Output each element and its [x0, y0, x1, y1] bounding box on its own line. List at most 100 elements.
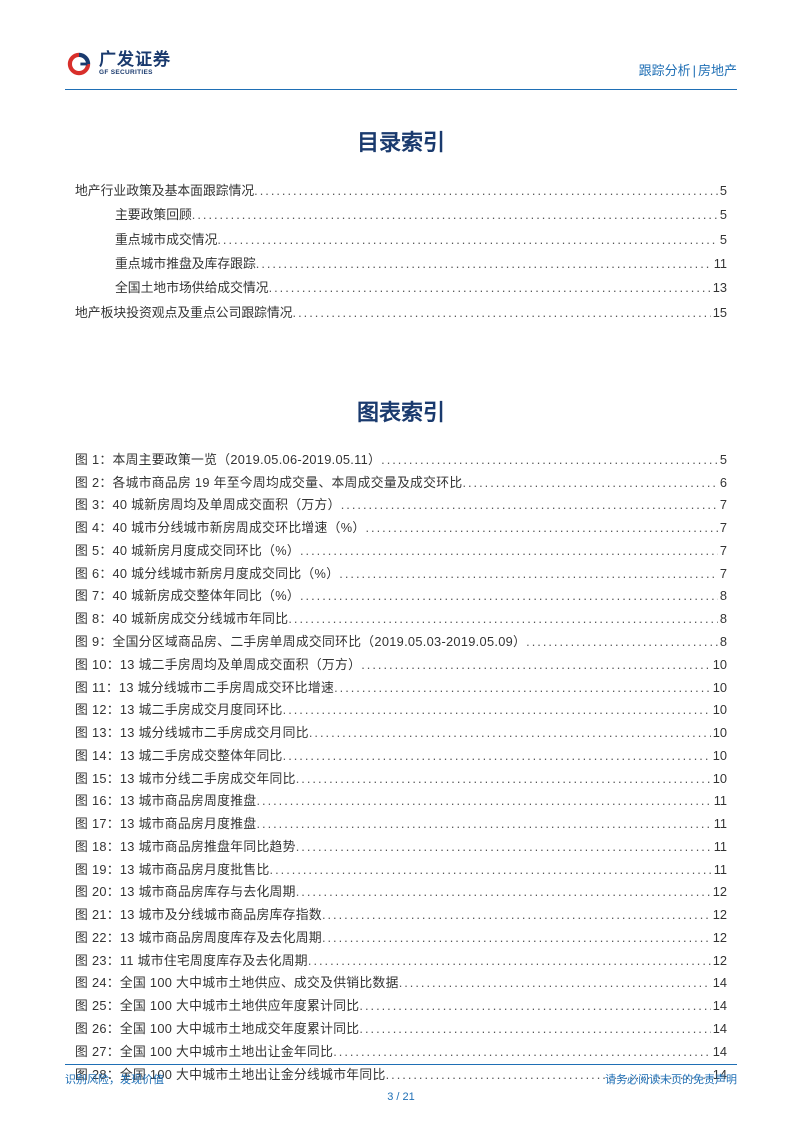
figure-index-entry[interactable]: 图 24：全国 100 大中城市土地供应、成交及供销比数据14 [75, 972, 727, 995]
separator-bar: | [693, 63, 696, 78]
toc-entry[interactable]: 重点城市推盘及库存跟踪11 [75, 252, 727, 276]
dot-leader [333, 1041, 711, 1064]
figure-entry-label: 图 3：40 城新房周均及单周成交面积（万方） [75, 494, 341, 517]
dot-leader [254, 179, 718, 203]
figure-index-entry[interactable]: 图 2：各城市商品房 19 年至今周均成交量、本周成交量及成交环比6 [75, 472, 727, 495]
gf-logo-icon [65, 50, 93, 78]
figure-entry-label: 图 10：13 城二手房周均及单周成交面积（万方） [75, 654, 361, 677]
figure-index-entry[interactable]: 图 9：全国分区域商品房、二手房单周成交同环比（2019.05.03-2019.… [75, 631, 727, 654]
toc-entry-page: 13 [711, 276, 727, 300]
toc-entry[interactable]: 地产板块投资观点及重点公司跟踪情况15 [75, 301, 727, 325]
figure-entry-page: 11 [712, 813, 727, 836]
figure-index-entry[interactable]: 图 25：全国 100 大中城市土地供应年度累计同比14 [75, 995, 727, 1018]
figure-entry-label: 图 2：各城市商品房 19 年至今周均成交量、本周成交量及成交环比 [75, 472, 462, 495]
figure-index-entry[interactable]: 图 13：13 城分线城市二手房成交月同比10 [75, 722, 727, 745]
footer-right-text: 请务必阅读末页的免责声明 [605, 1071, 737, 1087]
figure-entry-label: 图 22：13 城市商品房周度库存及去化周期 [75, 927, 322, 950]
dot-leader [256, 790, 711, 813]
dot-leader [339, 563, 718, 586]
dot-leader [296, 768, 711, 791]
figure-entry-label: 图 6：40 城分线城市新房月度成交同比（%） [75, 563, 339, 586]
table-of-contents: 地产行业政策及基本面跟踪情况5主要政策回顾5重点城市成交情况5重点城市推盘及库存… [75, 179, 727, 325]
logo-text-block: 广发证券 GF SECURITIES [99, 51, 171, 77]
figure-index-entry[interactable]: 图 21：13 城市及分线城市商品房库存指数 12 [75, 904, 727, 927]
toc-entry[interactable]: 全国土地市场供给成交情况13 [75, 276, 727, 300]
figure-entry-label: 图 16：13 城市商品房周度推盘 [75, 790, 256, 813]
toc-entry[interactable]: 地产行业政策及基本面跟踪情况5 [75, 179, 727, 203]
dot-leader [283, 699, 711, 722]
dot-leader [256, 813, 711, 836]
dot-leader [359, 1018, 710, 1041]
figure-index-entry[interactable]: 图 26：全国 100 大中城市土地成交年度累计同比 14 [75, 1018, 727, 1041]
figure-entry-page: 12 [711, 881, 727, 904]
figure-index-entry[interactable]: 图 22：13 城市商品房周度库存及去化周期 12 [75, 927, 727, 950]
dot-leader [381, 449, 718, 472]
figure-index: 图 1：本周主要政策一览（2019.05.06-2019.05.11）5图 2：… [75, 449, 727, 1086]
figure-entry-page: 10 [711, 699, 727, 722]
figure-entry-page: 10 [711, 677, 727, 700]
figure-entry-page: 8 [718, 585, 727, 608]
figure-entry-page: 7 [718, 517, 727, 540]
dot-leader [296, 881, 711, 904]
figure-index-entry[interactable]: 图 4：40 城市分线城市新房周成交环比增速（%）7 [75, 517, 727, 540]
figure-index-entry[interactable]: 图 11：13 城分线城市二手房周成交环比增速 10 [75, 677, 727, 700]
dot-leader [322, 904, 711, 927]
figure-index-entry[interactable]: 图 5：40 城新房月度成交同环比（%）7 [75, 540, 727, 563]
figure-index-entry[interactable]: 图 8：40 城新房成交分线城市年同比8 [75, 608, 727, 631]
toc-entry-page: 5 [718, 179, 727, 203]
figure-index-entry[interactable]: 图 20：13 城市商品房库存与去化周期12 [75, 881, 727, 904]
figure-index-entry[interactable]: 图 15：13 城市分线二手房成交年同比10 [75, 768, 727, 791]
dot-leader [308, 950, 711, 973]
figure-entry-page: 12 [711, 927, 727, 950]
figure-index-entry[interactable]: 图 3：40 城新房周均及单周成交面积（万方） 7 [75, 494, 727, 517]
figure-entry-label: 图 1：本周主要政策一览（2019.05.06-2019.05.11） [75, 449, 381, 472]
document-page: 广发证券 GF SECURITIES 跟踪分析|房地产 目录索引 地产行业政策及… [0, 0, 802, 1133]
figure-entry-label: 图 25：全国 100 大中城市土地供应年度累计同比 [75, 995, 359, 1018]
figure-index-entry[interactable]: 图 7：40 城新房成交整体年同比（%） 8 [75, 585, 727, 608]
figure-index-entry[interactable]: 图 27：全国 100 大中城市土地出让金年同比14 [75, 1041, 727, 1064]
figure-entry-page: 10 [711, 745, 727, 768]
figure-index-entry[interactable]: 图 1：本周主要政策一览（2019.05.06-2019.05.11）5 [75, 449, 727, 472]
figure-index-heading: 图表索引 [65, 395, 737, 427]
dot-leader [462, 472, 717, 495]
figure-entry-page: 14 [711, 1018, 727, 1041]
classification-a: 跟踪分析 [639, 63, 691, 78]
figure-index-entry[interactable]: 图 23：11 城市住宅周度库存及去化周期 12 [75, 950, 727, 973]
figure-index-entry[interactable]: 图 17：13 城市商品房月度推盘11 [75, 813, 727, 836]
toc-entry[interactable]: 主要政策回顾5 [75, 203, 727, 227]
figure-index-entry[interactable]: 图 18：13 城市商品房推盘年同比趋势11 [75, 836, 727, 859]
dot-leader [300, 585, 718, 608]
toc-entry-page: 5 [718, 228, 727, 252]
figure-entry-label: 图 11：13 城分线城市二手房周成交环比增速 [75, 677, 334, 700]
toc-entry-page: 15 [711, 301, 727, 325]
figure-entry-label: 图 26：全国 100 大中城市土地成交年度累计同比 [75, 1018, 359, 1041]
figure-entry-page: 8 [718, 631, 727, 654]
figure-entry-label: 图 5：40 城新房月度成交同环比（%） [75, 540, 300, 563]
figure-entry-label: 图 13：13 城分线城市二手房成交月同比 [75, 722, 309, 745]
figure-index-entry[interactable]: 图 10：13 城二手房周均及单周成交面积（万方）10 [75, 654, 727, 677]
dot-leader [192, 203, 718, 227]
figure-entry-label: 图 12：13 城二手房成交月度同环比 [75, 699, 283, 722]
figure-entry-label: 图 7：40 城新房成交整体年同比（%） [75, 585, 300, 608]
figure-index-entry[interactable]: 图 12：13 城二手房成交月度同环比 10 [75, 699, 727, 722]
brand-logo: 广发证券 GF SECURITIES [65, 50, 171, 78]
toc-entry-label: 重点城市成交情况 [75, 228, 217, 252]
toc-heading: 目录索引 [65, 125, 737, 157]
figure-entry-page: 7 [718, 494, 727, 517]
figure-index-entry[interactable]: 图 14：13 城二手房成交整体年同比10 [75, 745, 727, 768]
figure-index-entry[interactable]: 图 16：13 城市商品房周度推盘11 [75, 790, 727, 813]
dot-leader [269, 276, 711, 300]
toc-entry[interactable]: 重点城市成交情况 5 [75, 228, 727, 252]
page-header: 广发证券 GF SECURITIES 跟踪分析|房地产 [65, 50, 737, 90]
figure-entry-label: 图 23：11 城市住宅周度库存及去化周期 [75, 950, 308, 973]
dot-leader [322, 927, 711, 950]
figure-entry-page: 12 [711, 950, 727, 973]
figure-entry-label: 图 21：13 城市及分线城市商品房库存指数 [75, 904, 322, 927]
dot-leader [288, 608, 718, 631]
figure-index-entry[interactable]: 图 6：40 城分线城市新房月度成交同比（%）7 [75, 563, 727, 586]
figure-index-entry[interactable]: 图 19：13 城市商品房月度批售比11 [75, 859, 727, 882]
figure-entry-label: 图 24：全国 100 大中城市土地供应、成交及供销比数据 [75, 972, 399, 995]
figure-entry-page: 11 [712, 836, 727, 859]
figure-entry-page: 12 [711, 904, 727, 927]
toc-entry-label: 重点城市推盘及库存跟踪 [75, 252, 256, 276]
